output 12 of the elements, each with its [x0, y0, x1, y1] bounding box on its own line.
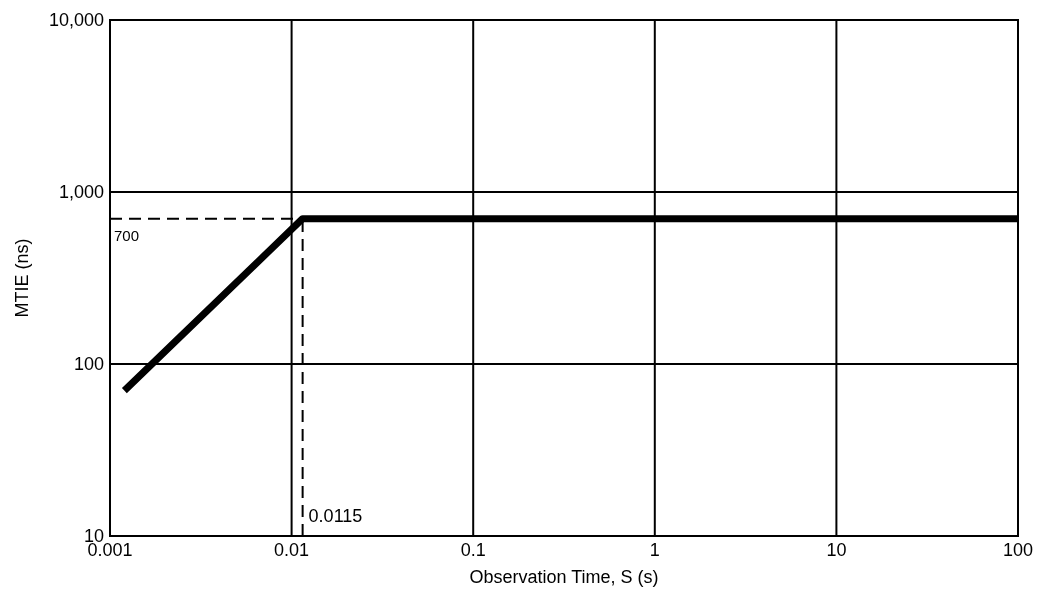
x-tick-label: 100: [1002, 540, 1034, 560]
x-tick-label: 1: [649, 540, 660, 560]
x-axis-title: Observation Time, S (s): [469, 567, 659, 587]
y-tick-label: 1,000: [58, 182, 104, 202]
y-tick-label: 10,000: [48, 10, 104, 30]
y-tick-label: 100: [73, 354, 104, 374]
ref-line-label: 700: [114, 226, 140, 244]
x-tick-label: 0.01: [274, 540, 310, 560]
x-tick-label: 10: [826, 540, 847, 560]
x-tick-label: 0.1: [460, 540, 486, 560]
ref-line-label: 0.0115: [308, 506, 363, 526]
y-axis-title: MTIE (ns): [12, 238, 32, 318]
